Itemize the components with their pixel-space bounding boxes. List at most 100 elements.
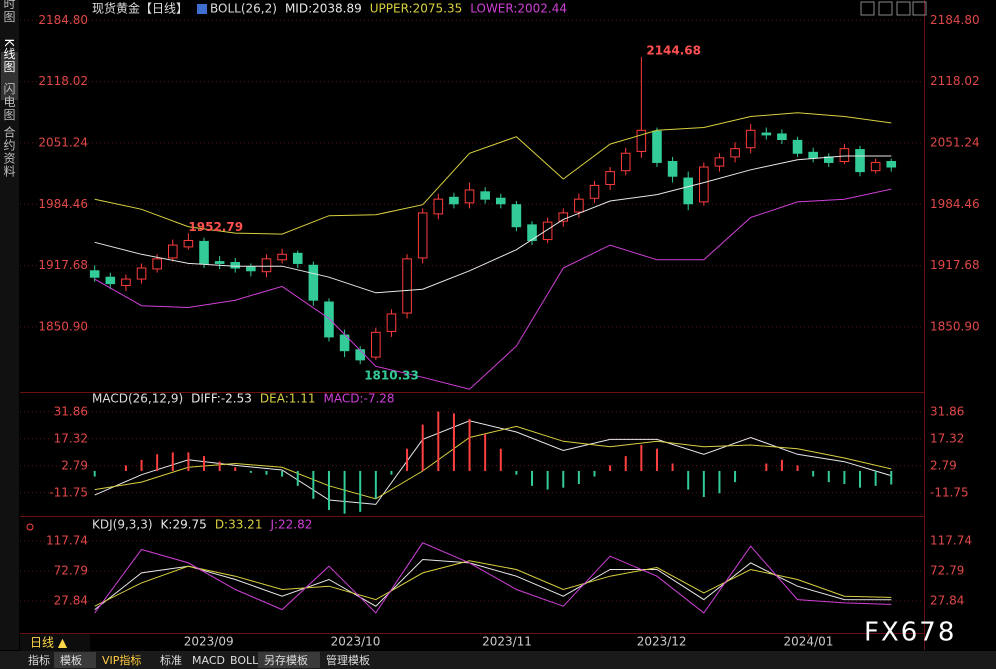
watermark: FX678	[864, 618, 956, 648]
sidebar-tab[interactable]: 合约资料	[2, 125, 16, 178]
y-tick-label: -11.75	[49, 485, 88, 499]
x-tick-label: 2023/12	[637, 635, 687, 649]
toolbar-button[interactable]: MACD	[192, 654, 225, 667]
sidebar-tab-label: 合约资料	[2, 125, 16, 178]
panel-divider	[20, 633, 925, 634]
candle-body	[745, 129, 756, 149]
window-icons	[860, 1, 927, 16]
y-tick-label: 2.79	[930, 458, 957, 472]
y-tick-label: 1917.68	[930, 258, 980, 272]
candle-body	[386, 313, 397, 332]
sidebar-tab[interactable]: K线图	[1, 39, 18, 100]
icon[interactable]	[860, 1, 875, 16]
y-tick-label: 117.74	[930, 533, 972, 547]
candle-body	[136, 267, 147, 280]
y-tick-label: 31.86	[930, 404, 964, 418]
period-label[interactable]: 日线 ▲	[30, 636, 68, 650]
indicator-name: MACD(26,12,9)	[92, 392, 183, 406]
candle-body	[121, 278, 131, 286]
legend-entry: J:22.82	[269, 518, 312, 532]
y-tick-label: 17.32	[54, 431, 88, 445]
y-tick-label: 1917.68	[38, 258, 88, 272]
sidebar-tab-label: K线图	[2, 39, 16, 74]
toolbar-button[interactable]: 管理模板	[326, 653, 370, 667]
candle-body	[542, 221, 553, 241]
period-box	[20, 634, 90, 651]
sidebar-tab[interactable]: 分时图	[2, 0, 16, 24]
legend-entry: UPPER:2075.35	[370, 2, 462, 16]
sidebar	[0, 0, 19, 650]
panel-divider	[20, 392, 925, 393]
axis-border	[924, 0, 925, 650]
low-label: 1810.33	[364, 369, 419, 383]
candle-body	[167, 244, 178, 259]
candle-body	[89, 270, 100, 278]
candle-body	[277, 253, 287, 261]
candle-body	[808, 151, 818, 159]
candle-body	[449, 196, 459, 205]
candle-body	[839, 148, 850, 163]
toolbar-button[interactable]: 另存模板	[264, 653, 308, 667]
indicator-line	[94, 155, 892, 294]
y-tick-label: 117.74	[46, 533, 88, 547]
legend-entry: K:29.75	[161, 518, 207, 532]
sidebar-tab[interactable]: 闪电图	[2, 82, 16, 121]
candle-body	[792, 139, 803, 154]
legend-entry: DIFF:-2.53	[191, 392, 252, 406]
icon[interactable]	[878, 1, 893, 16]
icon[interactable]	[912, 1, 927, 16]
candle-body	[558, 212, 569, 222]
sidebar-tab-label: 分时图	[2, 0, 16, 24]
candle-body	[683, 177, 694, 205]
toolbar-button[interactable]: 指标	[28, 653, 50, 667]
legend-entry: DEA:1.11	[260, 392, 316, 406]
candle-body	[870, 161, 881, 172]
icon[interactable]	[896, 1, 911, 16]
candle-body	[527, 224, 537, 241]
candle-body	[620, 152, 631, 172]
y-tick-label: 1984.46	[930, 197, 980, 211]
high-label: 2144.68	[646, 44, 701, 58]
y-tick-label: 17.32	[930, 431, 964, 445]
toolbar-button[interactable]: BOLL	[230, 654, 259, 667]
candle-body	[605, 171, 615, 185]
candle-body	[433, 198, 444, 215]
x-tick-label: 2023/10	[331, 635, 381, 649]
legend-entry: D:33.21	[215, 518, 263, 532]
toolbar-active	[258, 652, 320, 668]
y-tick-label: 27.84	[54, 594, 88, 608]
y-tick-label: 27.84	[930, 594, 964, 608]
candle-body	[199, 240, 209, 264]
candle-body	[230, 262, 241, 269]
settings-icon[interactable]	[26, 523, 34, 531]
y-tick-label: 2118.02	[930, 74, 980, 88]
toolbar-button[interactable]: 模板	[60, 653, 82, 667]
x-tick-label: 2023/11	[482, 635, 532, 649]
toolbar-button[interactable]: 标准	[160, 653, 182, 667]
sidebar-tab-label: 闪电图	[2, 82, 16, 121]
candle-body	[636, 129, 647, 152]
indicator-line	[94, 542, 892, 614]
toolbar-button[interactable]: VIP指标	[102, 653, 141, 667]
candle-body	[464, 189, 475, 204]
indicator-line	[94, 425, 892, 500]
candle-body	[511, 204, 522, 228]
x-tick-label: 2023/09	[184, 635, 234, 649]
candle-body	[667, 161, 678, 177]
tab-highlight	[1, 52, 18, 100]
candle-body	[402, 258, 412, 314]
candle-body	[417, 212, 428, 259]
y-tick-label: 1984.46	[38, 197, 88, 211]
candle-body	[324, 301, 334, 338]
candle-body	[699, 166, 709, 203]
candle-body	[589, 184, 600, 199]
candle-body	[480, 191, 490, 200]
y-tick-label: 1850.90	[930, 319, 980, 333]
y-tick-label: 2184.80	[38, 13, 88, 27]
candle-body	[855, 149, 865, 173]
toolbar	[0, 651, 996, 669]
y-tick-label: 72.79	[54, 564, 88, 578]
candle-body	[714, 157, 725, 167]
